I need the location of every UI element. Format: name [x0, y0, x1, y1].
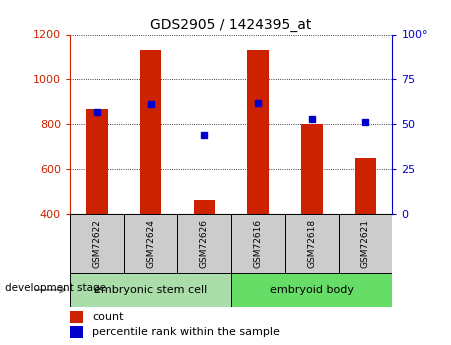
Text: GSM72616: GSM72616	[253, 219, 262, 268]
Text: GSM72621: GSM72621	[361, 219, 370, 268]
Bar	[285, 214, 339, 273]
Bar	[301, 124, 322, 214]
Bar	[231, 214, 285, 273]
Bar	[355, 158, 376, 214]
Bar	[70, 273, 231, 307]
Text: GSM72624: GSM72624	[146, 219, 155, 268]
Bar	[140, 50, 161, 214]
Bar	[231, 273, 392, 307]
Text: embryoid body: embryoid body	[270, 285, 354, 295]
Bar	[193, 200, 215, 214]
Bar	[70, 310, 83, 323]
Text: embryonic stem cell: embryonic stem cell	[94, 285, 207, 295]
Text: GSM72626: GSM72626	[200, 219, 209, 268]
Bar	[70, 214, 124, 273]
Text: development stage: development stage	[5, 283, 106, 293]
Bar	[247, 50, 269, 214]
Text: count: count	[92, 312, 124, 322]
Bar	[177, 214, 231, 273]
Title: GDS2905 / 1424395_at: GDS2905 / 1424395_at	[151, 18, 312, 32]
Text: percentile rank within the sample: percentile rank within the sample	[92, 327, 281, 337]
Text: GSM72622: GSM72622	[92, 219, 101, 268]
Bar	[339, 214, 392, 273]
Text: GSM72618: GSM72618	[307, 219, 316, 268]
Bar	[86, 108, 107, 214]
Bar	[70, 326, 83, 338]
Bar	[124, 214, 177, 273]
